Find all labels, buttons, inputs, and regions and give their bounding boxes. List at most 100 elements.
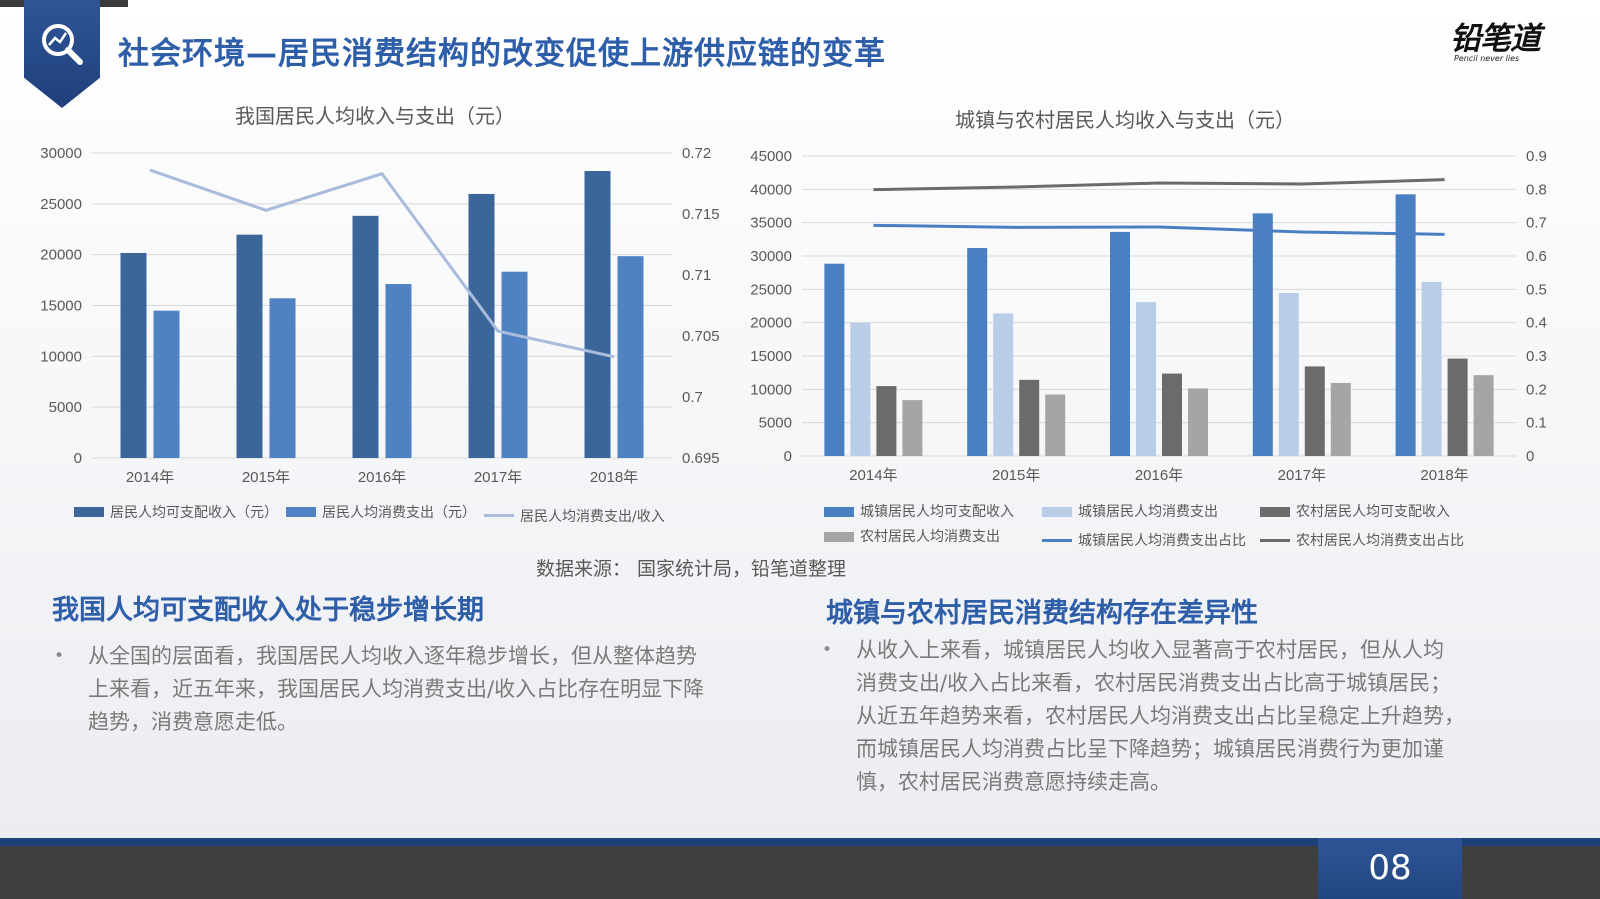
chart1-bar [385, 284, 412, 458]
chart2-y2-tick-label: 0.1 [1526, 415, 1547, 432]
chart1-y2-tick-label: 0.695 [682, 450, 720, 467]
chart2-bar [1330, 382, 1351, 456]
chart2-x-tick-label: 2017年 [1278, 467, 1326, 484]
chart2-bar [1045, 394, 1066, 456]
chart1-bar [468, 193, 495, 458]
chart2-bar [1162, 373, 1182, 456]
bullet-line: 上来看，近五年来，我国居民人均消费支出/收入占比存在明显下降 [88, 677, 705, 701]
chart2-y2-tick-label: 0.6 [1526, 248, 1547, 265]
chart2-legend-label: 城镇居民人均消费支出占比 [1078, 532, 1246, 549]
chart1-y-tick-label: 0 [74, 450, 82, 467]
chart2-legend-label: 农村居民人均消费支出占比 [1296, 532, 1464, 549]
chart1-bar [269, 298, 296, 458]
chart1-legend-swatch [74, 507, 104, 517]
chart1-y2-tick-label: 0.7 [682, 389, 703, 406]
chart1-y-tick-label: 30000 [40, 145, 82, 162]
chart1-legend-item: 居民人均消费支出（元） [286, 502, 476, 522]
chart1-bar [617, 256, 644, 458]
chart1-y-tick-label: 20000 [40, 247, 82, 264]
chart2-legend-swatch [1260, 507, 1290, 517]
chart1-x-tick-label: 2014年 [126, 469, 174, 486]
chart2-bar [1252, 213, 1273, 456]
chart2-legend-swatch [824, 532, 854, 542]
chart1-x-tick-label: 2018年 [590, 469, 638, 486]
chart1-bar [584, 171, 611, 459]
chart1-y-tick-label: 10000 [40, 348, 82, 365]
chart1-y-tick-label: 5000 [49, 399, 82, 416]
chart2-bar [1304, 366, 1325, 456]
bullet-dot: • [54, 646, 65, 666]
chart1-series-line [149, 168, 615, 359]
chart2-bar [850, 322, 871, 456]
chart2-y2-tick-label: 0.3 [1526, 348, 1547, 365]
chart2-legend-item: 农村居民人均消费支出 [824, 525, 1036, 549]
brand-logo: 铅笔道 Pencil never lies [1450, 22, 1560, 68]
chart1-y2-tick-label: 0.71 [682, 267, 711, 284]
chart2-legend-item: 城镇居民人均消费支出 [1042, 500, 1254, 524]
bullet-line: 消费支出/收入占比来看，农村居民消费支出占比高于城镇居民； [856, 671, 1452, 695]
chart2-legend-swatch [824, 507, 854, 517]
bullet-line: 从近五年趋势来看，农村居民人均消费支出占比呈稳定上升趋势， [856, 704, 1465, 728]
chart2-x-tick-label: 2016年 [1135, 467, 1183, 484]
chart2-y-tick-label: 15000 [750, 348, 792, 365]
chart2-x-tick-label: 2015年 [992, 467, 1040, 484]
chart2-series-line [873, 178, 1445, 192]
chart2-y-tick-label: 0 [784, 448, 792, 465]
chart2-bar [1136, 302, 1156, 456]
chart1-legend-swatch [484, 514, 514, 517]
footer-line [0, 838, 1600, 846]
chart1-bar [153, 310, 180, 458]
left-section-heading: 我国人均可支配收入处于稳步增长期 [52, 595, 484, 626]
chart2-legend-label: 城镇居民人均消费支出 [1078, 504, 1218, 520]
chart2-bar [876, 386, 897, 456]
chart2-y-tick-label: 45000 [750, 148, 792, 165]
chart2-bar [1421, 281, 1442, 456]
magnifier-chart-icon [42, 24, 83, 65]
bullet-line: 从全国的层面看，我国居民人均收入逐年稳步增长，但从整体趋势 [88, 644, 697, 668]
chart1-bar [120, 252, 147, 458]
chart2-bar [1188, 388, 1208, 456]
logo-text: 铅笔道 [1450, 21, 1541, 57]
chart2-x-tick-label: 2014年 [849, 467, 897, 484]
chart2-y-tick-label: 25000 [750, 281, 792, 298]
chart1-y2-tick-label: 0.705 [682, 328, 720, 345]
chart1-y2-tick-label: 0.715 [682, 206, 720, 223]
chart1-x-tick-label: 2017年 [474, 469, 522, 486]
chart2-legend-item: 城镇居民人均消费支出占比 [1042, 529, 1254, 553]
chart2-y-tick-label: 10000 [750, 381, 792, 398]
chart2-y2-tick-label: 0.2 [1526, 381, 1547, 398]
chart1-bar [352, 215, 379, 458]
chart2-bar [1110, 231, 1130, 456]
chart2-bar [824, 263, 845, 456]
chart2-legend-swatch [1260, 539, 1290, 542]
chart2-legend-label: 农村居民人均可支配收入 [1296, 504, 1450, 520]
left-section-bullet: • 从全国的层面看，我国居民人均收入逐年稳步增长，但从整体趋势 上来看，近五年来… [54, 640, 788, 739]
chart2-y-tick-label: 35000 [750, 215, 792, 232]
chart1-legend-item: 居民人均可支配收入（元） [74, 502, 278, 522]
chart2-bar [1019, 379, 1040, 456]
bullet-dot: • [822, 640, 833, 660]
chart2-legend-item: 城镇居民人均可支配收入 [824, 500, 1036, 524]
chart1-bar [501, 271, 528, 458]
logo-subtext: Pencil never lies [1454, 54, 1520, 63]
right-section-heading: 城镇与农村居民消费结构存在差异性 [826, 598, 1258, 629]
chart2-legend-swatch [1042, 507, 1072, 517]
chart2-bar [1278, 293, 1299, 456]
chart1-x-tick-label: 2016年 [358, 469, 406, 486]
chart2-bar [1395, 194, 1416, 456]
chart2-bar [993, 313, 1014, 456]
chart2-legend-label: 农村居民人均消费支出 [860, 529, 1000, 545]
chart2-y2-tick-label: 0.7 [1526, 215, 1547, 232]
bullet-line: 而城镇居民人均消费占比呈下降趋势；城镇居民消费行为更加谨 [856, 737, 1444, 761]
chart2-bar [902, 400, 923, 456]
chart2-y2-tick-label: 0.5 [1526, 281, 1547, 298]
chart2-x-tick-label: 2018年 [1420, 467, 1468, 484]
chart2-y2-tick-label: 0.8 [1526, 181, 1547, 198]
chart-urban-rural: 0 5000 10000 15000 20000 25000 30000 35000 40000… [750, 148, 1547, 484]
chart2-y-tick-label: 30000 [750, 248, 792, 265]
chart1-bar [236, 234, 263, 458]
chart1-y-tick-label: 15000 [40, 298, 82, 315]
chart1-legend-item: 居民人均消费支出/收入 [484, 506, 665, 526]
chart1-y-tick-label: 25000 [40, 196, 82, 213]
chart2-bar [967, 248, 988, 456]
